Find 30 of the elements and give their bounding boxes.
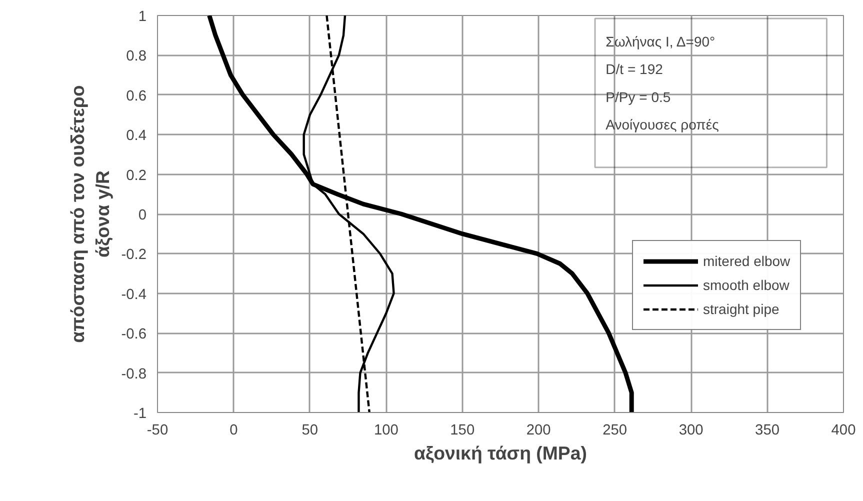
- y-tick-label: 0.8: [126, 48, 146, 65]
- legend-label: straight pipe: [703, 301, 780, 317]
- annotation: D/t = 192: [606, 61, 664, 78]
- y-tick-label: 0: [138, 208, 147, 224]
- y-tick-label: 0.4: [126, 128, 146, 144]
- y-tick-label: 0.2: [126, 168, 146, 184]
- y-tick-label: 1: [138, 9, 147, 25]
- y-tick-label: 0.6: [126, 88, 146, 104]
- x-tick-label: 300: [678, 422, 704, 438]
- y-axis-title: απόσταση από τον ουδέτερο άξονα y/R: [67, 85, 114, 343]
- y-tick-label: -0.2: [121, 247, 147, 264]
- x-tick-label: 400: [831, 422, 856, 438]
- x-tick-label: 0: [230, 422, 238, 438]
- legend-label: mitered elbow: [703, 253, 790, 269]
- y-tick-label: -0.8: [121, 366, 147, 382]
- annotation: P/Py = 0.5: [606, 88, 671, 105]
- annotation: Σωλήνας Ι, Δ=90°: [606, 33, 716, 50]
- x-tick-label: 350: [755, 422, 780, 438]
- y-tick-label: -1: [133, 406, 147, 422]
- x-axis-title: αξονική τάση (MPa): [414, 442, 587, 464]
- x-tick-label: 200: [526, 422, 551, 438]
- y-tick-label: -0.6: [121, 326, 147, 343]
- y-tick-label: -0.4: [121, 286, 147, 303]
- x-tick-label: 50: [302, 422, 318, 438]
- annotation: Ανοίγουσες ροπές: [606, 116, 720, 133]
- x-tick-label: 100: [374, 422, 398, 438]
- x-tick-label: 150: [450, 422, 475, 438]
- x-tick-label: 250: [602, 422, 628, 438]
- legend-label: smooth elbow: [703, 277, 790, 293]
- x-tick-label: -50: [146, 422, 168, 438]
